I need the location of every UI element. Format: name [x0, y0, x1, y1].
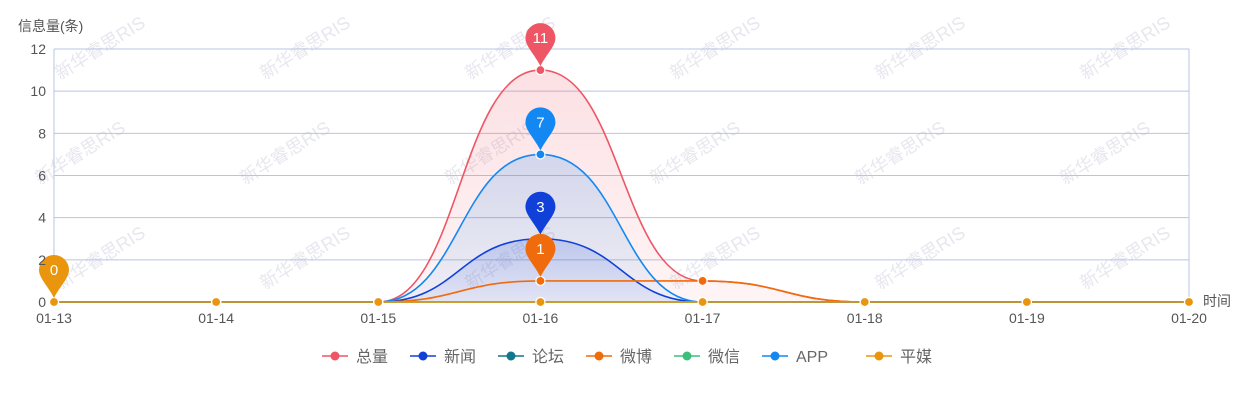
- watermark-text: 新华睿思RIS: [257, 12, 354, 83]
- watermark-text: 新华睿思RIS: [52, 222, 149, 293]
- pin-marker: [39, 255, 69, 298]
- legend-label: APP: [796, 349, 828, 366]
- y-tick-label: 4: [38, 210, 46, 226]
- watermark-item: 新华睿思RIS: [32, 117, 129, 188]
- legend-dot: [418, 351, 428, 361]
- legend-dot: [770, 351, 780, 361]
- y-axis-title: 信息量(条): [18, 18, 83, 34]
- legend-item: 微博: [586, 348, 652, 366]
- legend-label: 论坛: [532, 348, 564, 366]
- legend: 总量 新闻 论坛 微博 微信 APP 平媒: [322, 348, 932, 366]
- data-point: [535, 296, 546, 308]
- pin-marker: [525, 23, 556, 67]
- watermark-item: 新华睿思RIS: [647, 117, 744, 188]
- legend-label: 平媒: [900, 348, 932, 366]
- legend-dot: [594, 351, 604, 361]
- watermark-item: 新华睿思RIS: [667, 12, 764, 83]
- watermark-text: 新华睿思RIS: [872, 222, 969, 293]
- data-point: [535, 64, 546, 76]
- pin-label: 11: [533, 30, 549, 47]
- data-point: [48, 296, 60, 308]
- x-axis-title: 时间: [1203, 293, 1231, 309]
- x-tick-label: 01-15: [360, 310, 396, 326]
- data-point: [859, 296, 870, 308]
- pin-label: 0: [50, 262, 58, 279]
- legend-label: 新闻: [444, 348, 476, 366]
- area-layer: [54, 70, 1189, 302]
- watermark-text: 新华睿思RIS: [32, 117, 129, 188]
- data-point: [373, 296, 384, 308]
- legend-label: 微博: [620, 348, 652, 366]
- data-point: [1183, 296, 1195, 308]
- data-point: [1021, 296, 1032, 308]
- x-tick-label: 01-13: [36, 310, 72, 326]
- y-tick-label: 2: [38, 252, 46, 268]
- series-area: [54, 70, 1189, 302]
- data-point: [697, 296, 708, 308]
- x-tick-label: 01-18: [847, 310, 883, 326]
- x-tick-label: 01-19: [1009, 310, 1045, 326]
- y-tick-label: 12: [30, 41, 46, 57]
- x-tick-label: 01-20: [1171, 310, 1207, 326]
- pin-layer: 11 3 1 7 0: [39, 23, 556, 298]
- legend-dot: [682, 351, 692, 361]
- legend-item: APP: [762, 349, 828, 366]
- y-tick-label: 0: [38, 294, 46, 310]
- watermark-text: 新华睿思RIS: [257, 222, 354, 293]
- watermark-item: 新华睿思RIS: [872, 222, 969, 293]
- legend-dot: [874, 351, 884, 361]
- legend-label: 总量: [356, 348, 388, 366]
- data-point: [535, 275, 546, 287]
- pin-label: 7: [536, 114, 544, 131]
- y-tick-label: 10: [30, 83, 46, 99]
- pin-marker: [525, 191, 556, 235]
- watermark-item: 新华睿思RIS: [872, 12, 969, 83]
- watermark-text: 新华睿思RIS: [647, 117, 744, 188]
- watermark-text: 新华睿思RIS: [872, 12, 969, 83]
- data-point: [535, 149, 546, 160]
- x-tick-label: 01-16: [523, 310, 559, 326]
- watermark-text: 新华睿思RIS: [1057, 117, 1154, 188]
- pin-label: 3: [536, 199, 544, 216]
- watermark-item: 新华睿思RIS: [237, 117, 334, 188]
- y-tick-label: 8: [38, 125, 46, 141]
- watermark-item: 新华睿思RIS: [257, 12, 354, 83]
- legend-item: 微信: [674, 348, 740, 366]
- legend-item: 新闻: [410, 348, 476, 366]
- x-tick-label: 01-14: [198, 310, 234, 326]
- watermark-item: 新华睿思RIS: [1077, 12, 1174, 83]
- legend-item: 论坛: [498, 348, 564, 366]
- pin-marker: [525, 107, 556, 151]
- watermark-item: 新华睿思RIS: [52, 222, 149, 293]
- legend-item: 总量: [322, 348, 388, 366]
- y-tick-label: 6: [38, 168, 46, 184]
- legend-dot: [330, 351, 340, 361]
- watermark-item: 新华睿思RIS: [852, 117, 949, 188]
- legend-dot: [506, 351, 516, 361]
- line-layer: [54, 69, 1189, 303]
- watermark-item: 新华睿思RIS: [1057, 117, 1154, 188]
- watermark-text: 新华睿思RIS: [667, 12, 764, 83]
- legend-item: 平媒: [866, 348, 932, 366]
- watermark-text: 新华睿思RIS: [1077, 12, 1174, 83]
- watermark-item: 新华睿思RIS: [257, 222, 354, 293]
- watermark-text: 新华睿思RIS: [852, 117, 949, 188]
- pin-label: 1: [536, 241, 544, 258]
- watermark-text: 新华睿思RIS: [1077, 222, 1174, 293]
- point-layer: [48, 64, 1195, 308]
- watermark-text: 新华睿思RIS: [237, 117, 334, 188]
- x-tick-label: 01-17: [685, 310, 721, 326]
- data-point: [211, 296, 222, 308]
- watermark-item: 新华睿思RIS: [1077, 222, 1174, 293]
- legend-label: 微信: [708, 348, 740, 366]
- pin-marker: [525, 233, 556, 277]
- data-point: [697, 275, 708, 287]
